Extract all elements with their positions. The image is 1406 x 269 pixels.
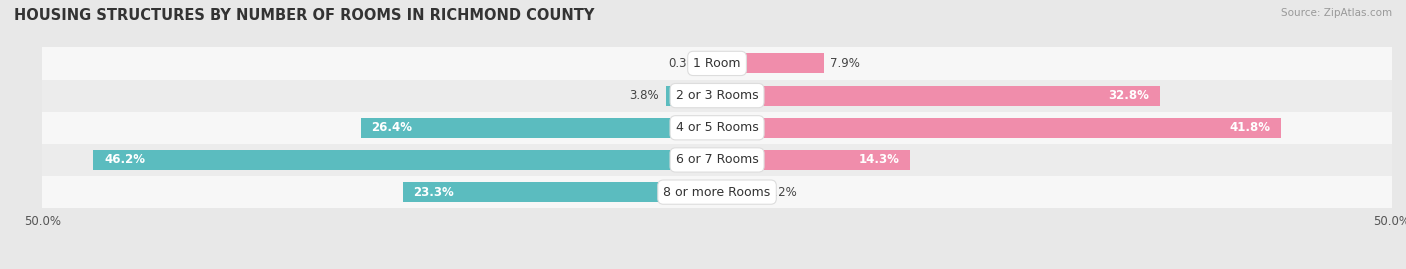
Text: 46.2%: 46.2%: [104, 153, 145, 167]
Bar: [713, 54, 717, 73]
Bar: [42, 176, 1392, 208]
Bar: [93, 150, 717, 170]
Bar: [717, 54, 824, 73]
Bar: [717, 150, 910, 170]
Text: 14.3%: 14.3%: [859, 153, 900, 167]
Text: Source: ZipAtlas.com: Source: ZipAtlas.com: [1281, 8, 1392, 18]
Bar: [361, 118, 717, 138]
Text: 6 or 7 Rooms: 6 or 7 Rooms: [676, 153, 758, 167]
Text: 0.36%: 0.36%: [668, 57, 706, 70]
Text: 1 Room: 1 Room: [693, 57, 741, 70]
Bar: [42, 144, 1392, 176]
Text: 3.8%: 3.8%: [630, 89, 659, 102]
Text: 4 or 5 Rooms: 4 or 5 Rooms: [676, 121, 758, 134]
Bar: [666, 86, 717, 105]
Text: HOUSING STRUCTURES BY NUMBER OF ROOMS IN RICHMOND COUNTY: HOUSING STRUCTURES BY NUMBER OF ROOMS IN…: [14, 8, 595, 23]
Text: 26.4%: 26.4%: [371, 121, 412, 134]
Bar: [42, 112, 1392, 144]
Text: 41.8%: 41.8%: [1229, 121, 1271, 134]
Text: 3.2%: 3.2%: [768, 186, 797, 199]
Text: 2 or 3 Rooms: 2 or 3 Rooms: [676, 89, 758, 102]
Bar: [402, 182, 717, 202]
Text: 23.3%: 23.3%: [413, 186, 454, 199]
Bar: [717, 182, 761, 202]
Text: 8 or more Rooms: 8 or more Rooms: [664, 186, 770, 199]
Bar: [42, 80, 1392, 112]
Bar: [42, 47, 1392, 80]
Bar: [717, 86, 1160, 105]
Legend: Owner-occupied, Renter-occupied: Owner-occupied, Renter-occupied: [589, 267, 845, 269]
Text: 32.8%: 32.8%: [1108, 89, 1149, 102]
Bar: [717, 118, 1281, 138]
Text: 7.9%: 7.9%: [831, 57, 860, 70]
